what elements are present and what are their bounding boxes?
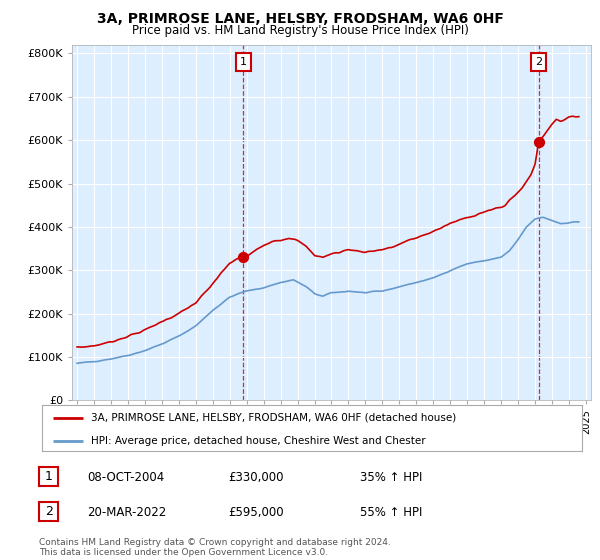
Text: 55% ↑ HPI: 55% ↑ HPI — [360, 506, 422, 519]
Text: Price paid vs. HM Land Registry's House Price Index (HPI): Price paid vs. HM Land Registry's House … — [131, 24, 469, 36]
Text: 2: 2 — [535, 57, 542, 67]
Text: HPI: Average price, detached house, Cheshire West and Chester: HPI: Average price, detached house, Ches… — [91, 436, 425, 446]
Text: 1: 1 — [239, 57, 247, 67]
Text: 3A, PRIMROSE LANE, HELSBY, FRODSHAM, WA6 0HF (detached house): 3A, PRIMROSE LANE, HELSBY, FRODSHAM, WA6… — [91, 413, 456, 423]
Text: Contains HM Land Registry data © Crown copyright and database right 2024.
This d: Contains HM Land Registry data © Crown c… — [39, 538, 391, 557]
Text: 3A, PRIMROSE LANE, HELSBY, FRODSHAM, WA6 0HF: 3A, PRIMROSE LANE, HELSBY, FRODSHAM, WA6… — [97, 12, 503, 26]
Point — [238, 253, 248, 262]
Text: 08-OCT-2004: 08-OCT-2004 — [87, 470, 164, 484]
Text: 20-MAR-2022: 20-MAR-2022 — [87, 506, 166, 519]
Text: £595,000: £595,000 — [228, 506, 284, 519]
Point — [534, 138, 544, 147]
Text: 35% ↑ HPI: 35% ↑ HPI — [360, 470, 422, 484]
Text: 1: 1 — [44, 470, 53, 483]
Text: 2: 2 — [44, 505, 53, 518]
Text: £330,000: £330,000 — [228, 470, 284, 484]
